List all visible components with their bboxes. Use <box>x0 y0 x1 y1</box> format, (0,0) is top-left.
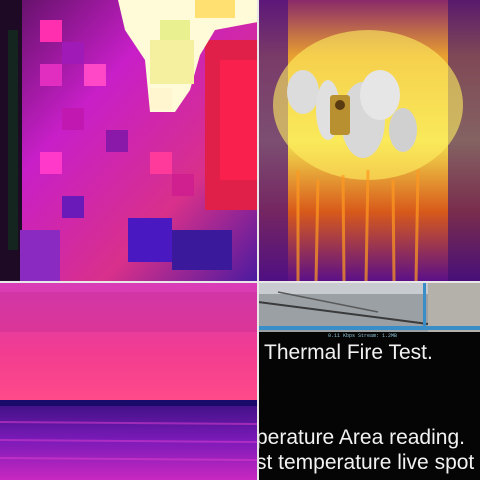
thermal-horizon-icon <box>0 282 258 480</box>
thermal-closeup-panel <box>0 0 258 282</box>
stream-info-text: 0.11 Kbps Stream: 1.2MB <box>328 333 398 339</box>
thermal-fire-device-icon <box>258 0 480 282</box>
caption-line-3: st temperature live spot <box>258 451 475 474</box>
thermal-fire-panel <box>258 0 480 282</box>
caption-line-2: perature Area reading. <box>258 426 465 449</box>
thermal-horizon-panel <box>0 282 258 480</box>
video-screenshot-icon <box>258 282 480 332</box>
vertical-divider <box>257 0 259 480</box>
horizontal-divider <box>0 281 480 283</box>
caption-line-1: Thermal Fire Test. <box>264 341 433 364</box>
thermal-closeup-icon <box>0 0 258 282</box>
video-caption-panel: 0.11 Kbps Stream: 1.2MB Thermal Fire Tes… <box>258 282 480 480</box>
